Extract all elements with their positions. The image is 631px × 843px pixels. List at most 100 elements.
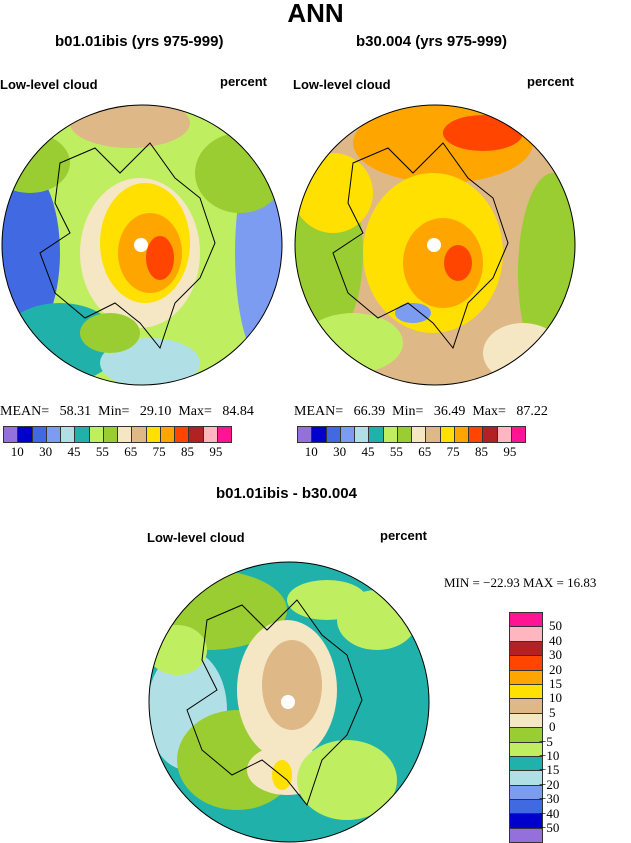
contour-region [146,236,174,280]
colorbar-box [510,656,542,671]
panel1-variable: Low-level cloud [0,77,98,92]
colorbar-box [189,427,204,442]
mean-label: MEAN= [0,404,50,419]
colorbar-box [510,771,542,786]
colorbar-box [510,742,542,757]
contour-region [297,740,397,820]
panel1-stats: MEAN= 58.31 Min= 29.10 Max= 84.84 [0,404,254,420]
colorbar-label: −15 [539,762,560,778]
max-label: Max= [178,404,212,419]
min-label: Min= [392,404,424,419]
colorbar-box [510,785,542,801]
colorbar-box [510,756,542,772]
contour-region [287,580,367,620]
colorbar-label: 40 [549,632,562,648]
colorbar-box [217,427,231,442]
colorbar-box [510,800,542,815]
colorbar-box [510,828,542,843]
colorbar-box [510,713,542,729]
contour-region [403,218,483,308]
panel2-polar-map [294,104,576,386]
colorbar-label: 10 [304,444,318,459]
panel2-units: percent [527,74,574,89]
colorbar-box [440,427,455,442]
min-value: 36.49 [433,404,466,419]
colorbar-label: −20 [539,776,560,792]
colorbar-box [103,427,118,442]
colorbar-box [132,427,147,442]
diff-stats: MIN = −22.93 MAX = 16.83 [444,575,597,590]
colorbar-label: 75 [152,444,166,459]
colorbar-box [510,684,542,700]
max-value: 84.84 [222,404,254,419]
colorbar-box [312,427,327,442]
colorbar-box [510,699,542,714]
colorbar-box [510,627,542,642]
panel1-colorbar [3,426,232,443]
colorbar-box [510,728,542,743]
colorbar-label: 45 [361,444,375,459]
max-label: Max= [472,404,506,419]
colorbar-box [89,427,104,442]
colorbar-box [175,427,190,442]
colorbar-box [426,427,441,442]
mean-value: 58.31 [59,404,92,419]
colorbar-label: 5 [549,704,556,720]
colorbar-box [412,427,427,442]
diff-colorbar-labels: 50 40 30 20 15 10 5 0 −5 −10 −15 −20 −30 −40 −50 [539,612,605,843]
colorbar-label: −10 [539,748,560,763]
colorbar-box [511,427,525,442]
diff-polar-map [148,561,430,843]
panel1-colorbar-labels: 10 30 45 55 65 75 85 95 [3,444,230,460]
colorbar-box [146,427,161,442]
diff-units: percent [380,528,427,543]
colorbar-box [32,427,47,442]
colorbar-box [469,427,484,442]
colorbar-label: 30 [333,444,347,459]
colorbar-label: 30 [549,647,562,663]
colorbar-box [46,427,61,442]
mean-value: 66.39 [353,404,386,419]
min-label: Min= [98,404,130,419]
colorbar-label: 95 [503,444,517,459]
diff-variable: Low-level cloud [147,530,245,545]
colorbar-box [61,427,76,442]
contour-region [444,245,472,281]
colorbar-box [454,427,469,442]
colorbar-label: 50 [549,618,562,634]
colorbar-label: −30 [539,791,560,807]
panel2-colorbar-labels: 10 30 45 55 65 75 85 95 [297,444,524,460]
colorbar-label: 15 [549,676,562,691]
colorbar-label: 85 [474,444,488,459]
colorbar-box [4,427,19,442]
colorbar-box [510,641,542,657]
colorbar-label: 75 [446,444,460,459]
colorbar-box [510,670,542,685]
diff-subtitle: b01.01ibis - b30.004 [216,485,357,502]
contour-region [149,625,207,675]
colorbar-label: −5 [539,733,553,749]
panel2-colorbar [297,426,526,443]
contour-region [443,115,523,151]
colorbar-box [510,814,542,829]
colorbar-box [355,427,370,442]
colorbar-label: 85 [180,444,194,459]
colorbar-box [18,427,33,442]
colorbar-box [369,427,384,442]
colorbar-label: 20 [549,661,562,677]
contour-region [262,640,322,730]
contour-region [2,163,60,343]
colorbar-label: 95 [209,444,223,459]
colorbar-label: −50 [539,820,560,835]
contour-region [80,313,140,353]
colorbar-box [397,427,412,442]
panel1-units: percent [220,74,267,89]
max-value: 87.22 [516,404,548,419]
contour-region [395,303,431,323]
colorbar-box [510,613,542,628]
colorbar-box [340,427,355,442]
colorbar-label: 55 [95,444,109,459]
panel2-variable: Low-level cloud [293,77,391,92]
contour-region [483,323,563,383]
